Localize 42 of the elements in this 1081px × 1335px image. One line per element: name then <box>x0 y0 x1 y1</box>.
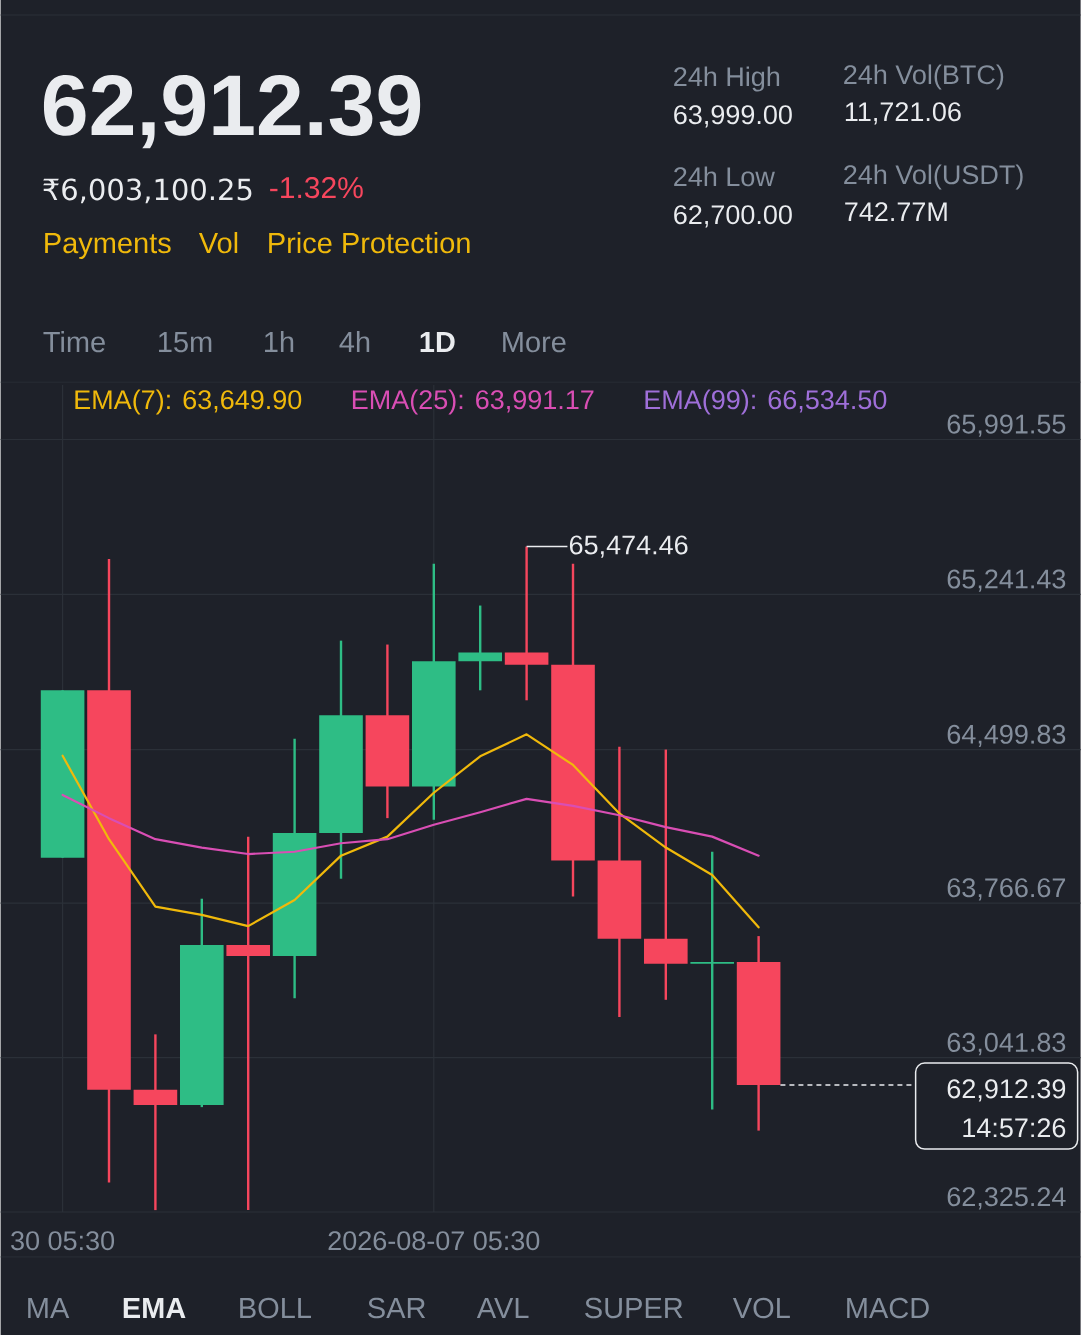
text: ₹6,003,100.25 <box>43 178 252 204</box>
text: EMA(7): 63,649.90 <box>75 389 302 415</box>
text: 24h Low <box>674 166 775 187</box>
text: -1.32% <box>270 177 363 199</box>
text: 1D <box>420 332 455 352</box>
y-tick-label: 63,766.67 <box>947 878 1065 901</box>
text: 24h High <box>674 66 779 92</box>
text: 24h Vol(BTC) <box>844 64 1004 90</box>
text: 742.77M <box>845 202 947 221</box>
text: 14:57:26 <box>963 1118 1066 1138</box>
text: EMA <box>123 1298 186 1318</box>
annotation: 65,474.46 <box>569 535 688 558</box>
text: Price Protection <box>269 231 470 254</box>
text: VOL <box>732 1297 790 1319</box>
text: 1h <box>264 330 294 352</box>
y-tick-label: 64,499.83 <box>947 724 1066 748</box>
text: MACD <box>847 1297 929 1319</box>
y-tick-label: 65,991.55 <box>947 414 1066 437</box>
x-tick-label: 2026-08-07 05:30 <box>328 1231 540 1251</box>
text: AVL <box>476 1298 529 1318</box>
text: MA <box>28 1298 70 1318</box>
text: 62,700.00 <box>674 205 792 228</box>
text: Time <box>43 330 105 353</box>
text: SAR <box>368 1297 425 1319</box>
text: SUPER <box>585 1297 683 1319</box>
y-tick-label: 63,041.83 <box>947 1032 1066 1056</box>
text: 11,721.06 <box>845 102 961 125</box>
text: Payments <box>45 233 171 260</box>
annotation: EMA(99): 66,534.50 <box>645 389 887 415</box>
text: 4h <box>339 330 370 352</box>
text: 63,999.00 <box>674 105 792 128</box>
text: Vol <box>198 231 238 254</box>
text: 24h Vol(USDT) <box>844 164 1023 190</box>
ref-line-label: 62,912.39 <box>947 1079 1066 1102</box>
text: More <box>503 332 566 353</box>
y-tick-label: 65,241.43 <box>947 569 1066 592</box>
chart-title: 62,912.39 <box>43 74 421 149</box>
y-tick-label: 62,325.24 <box>947 1187 1066 1210</box>
text: BOLL <box>240 1297 311 1319</box>
text: EMA(25): 63,991.17 <box>352 389 594 415</box>
text: 15m <box>158 332 212 353</box>
x-tick-label: 30 05:30 <box>10 1231 114 1251</box>
